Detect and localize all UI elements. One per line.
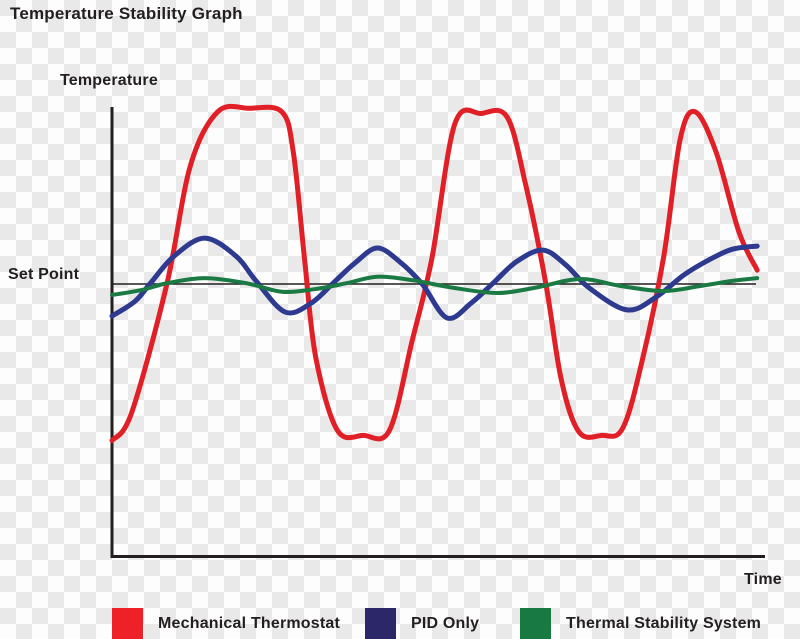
thermal-stability-system-curve bbox=[110, 274, 760, 297]
legend-label: Mechanical Thermostat bbox=[158, 614, 341, 632]
x-axis-label: Time bbox=[744, 571, 782, 588]
legend-swatch-green bbox=[520, 608, 551, 639]
set-point-label: Set Point bbox=[8, 266, 80, 283]
chart-title: Temperature Stability Graph bbox=[10, 4, 243, 23]
legend-item-mechanical-thermostat: Mechanical Thermostat bbox=[112, 608, 340, 639]
curves-group bbox=[109, 103, 760, 444]
y-axis-label: Temperature bbox=[60, 72, 158, 89]
legend: Mechanical Thermostat PID Only Thermal S… bbox=[0, 608, 800, 639]
legend-swatch-blue bbox=[365, 608, 396, 639]
legend-label: PID Only bbox=[411, 614, 480, 632]
legend-item-pid-only: PID Only bbox=[365, 608, 479, 639]
legend-item-thermal-stability-system: Thermal Stability System bbox=[520, 608, 761, 639]
mechanical-thermostat-curve bbox=[109, 103, 760, 444]
legend-label: Thermal Stability System bbox=[566, 614, 762, 632]
legend-swatch-red bbox=[112, 608, 143, 639]
pid-only-curve bbox=[109, 235, 760, 321]
